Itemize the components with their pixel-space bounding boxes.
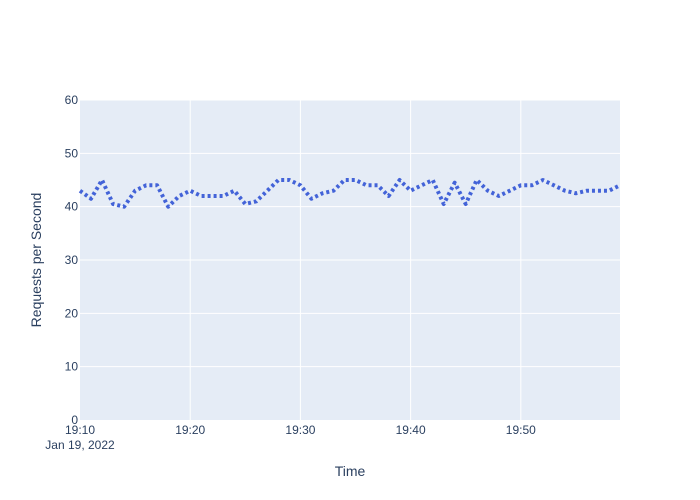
y-tick-label: 30: [65, 253, 79, 267]
x-tick-label: 19:20: [175, 423, 205, 437]
y-tick-label: 0: [71, 413, 78, 427]
x-axis-date-label: Jan 19, 2022: [45, 438, 115, 452]
x-axis-ticks: 19:10 19:20 19:30 19:40 19:50: [65, 423, 536, 437]
y-tick-label: 50: [65, 146, 79, 160]
y-tick-label: 20: [65, 306, 79, 320]
y-tick-label: 60: [65, 93, 79, 107]
x-tick-label: 19:10: [65, 423, 95, 437]
x-axis-title: Time: [335, 463, 366, 479]
x-tick-label: 19:30: [285, 423, 315, 437]
y-axis-title: Requests per Second: [28, 193, 44, 328]
x-tick-label: 19:50: [506, 423, 536, 437]
grid-lines: [80, 99, 620, 420]
y-tick-label: 40: [65, 200, 79, 214]
y-tick-label: 10: [65, 360, 79, 374]
x-tick-label: 19:40: [396, 423, 426, 437]
y-axis-ticks: 0 10 20 30 40 50 60: [65, 93, 79, 427]
